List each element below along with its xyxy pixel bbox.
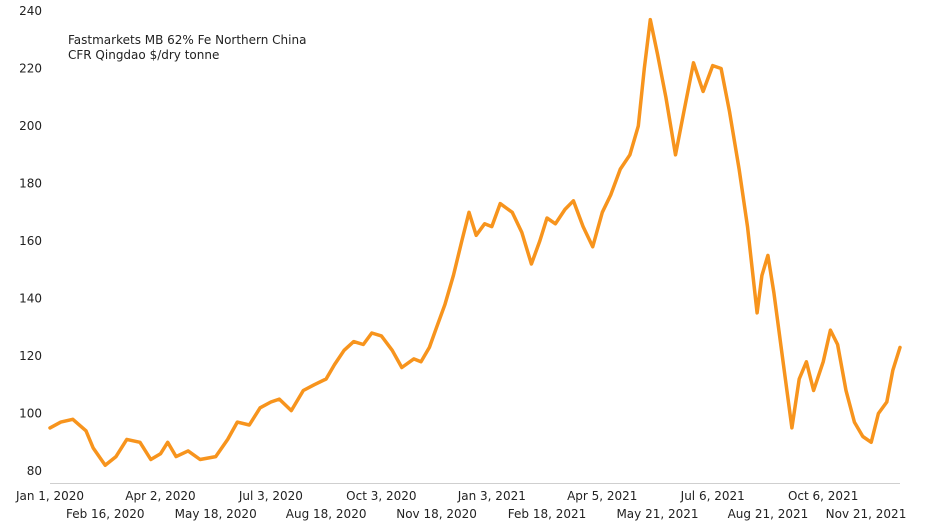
x-tick-label: Nov 21, 2021	[826, 507, 907, 521]
x-tick-label: Nov 18, 2020	[396, 507, 477, 521]
y-tick-label: 240	[19, 4, 42, 18]
y-tick-label: 80	[27, 464, 42, 478]
x-tick-label: Feb 18, 2021	[508, 507, 587, 521]
x-tick-label: Oct 3, 2020	[346, 489, 416, 503]
x-tick-label: Apr 2, 2020	[125, 489, 195, 503]
x-tick-label: Oct 6, 2021	[788, 489, 858, 503]
y-tick-label: 200	[19, 119, 42, 133]
x-tick-label: Jul 3, 2020	[238, 489, 303, 503]
x-tick-label: May 18, 2020	[175, 507, 257, 521]
plot-area	[48, 17, 902, 468]
annotation-line-2: CFR Qingdao $/dry tonne	[68, 48, 219, 62]
y-tick-label: 140	[19, 292, 42, 306]
y-tick-label: 100	[19, 407, 42, 421]
x-tick-label: Jan 3, 2021	[457, 489, 526, 503]
x-tick-label: Aug 18, 2020	[286, 507, 367, 521]
series-line	[48, 17, 902, 468]
x-tick-label: May 21, 2021	[616, 507, 698, 521]
y-tick-label: 120	[19, 349, 42, 363]
x-tick-label: Jan 1, 2020	[15, 489, 84, 503]
chart-annotation: Fastmarkets MB 62% Fe Northern China CFR…	[68, 33, 306, 62]
x-tick-label: Aug 21, 2021	[728, 507, 809, 521]
annotation-line-1: Fastmarkets MB 62% Fe Northern China	[68, 33, 306, 47]
y-axis: 80 100 120 140 160 180 200 220 240	[19, 4, 42, 478]
x-tick-label: Jul 6, 2021	[680, 489, 745, 503]
x-tick-label: Apr 5, 2021	[567, 489, 637, 503]
x-tick-label: Feb 16, 2020	[66, 507, 145, 521]
y-tick-label: 180	[19, 177, 42, 191]
x-axis: Jan 1, 2020 Apr 2, 2020 Jul 3, 2020 Oct 3, …	[15, 489, 906, 521]
y-tick-label: 160	[19, 234, 42, 248]
y-tick-label: 220	[19, 62, 42, 76]
